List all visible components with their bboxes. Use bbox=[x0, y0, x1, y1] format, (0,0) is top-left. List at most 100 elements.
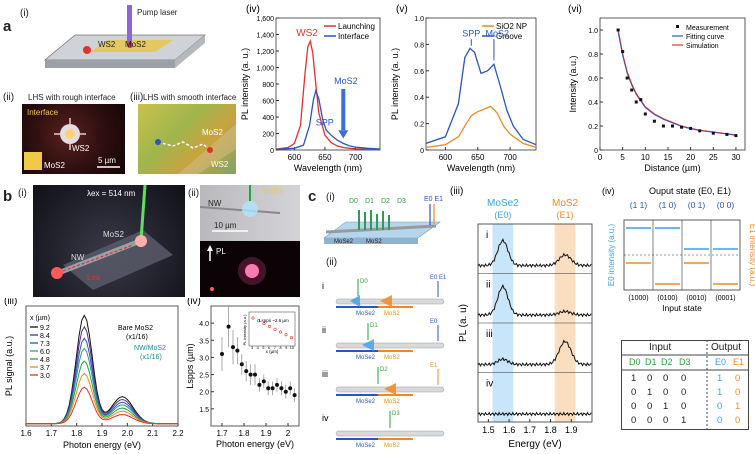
y-tick-label: 1.0 bbox=[588, 28, 598, 35]
x-tick-label: 1.7 bbox=[216, 429, 228, 438]
inset-point bbox=[279, 330, 283, 334]
inset-point bbox=[290, 336, 294, 340]
pl-spectrum bbox=[477, 238, 592, 268]
panel-a-i-schematic bbox=[43, 5, 207, 68]
annotation-arrowhead bbox=[338, 130, 349, 139]
chart-a-vi: 0 5 10 15 20 25 30 0 0.2 0.4 0.6 0.8 1.0 Distance (µm… bbox=[568, 4, 746, 173]
inset-xlabel: x (µm) bbox=[266, 349, 279, 354]
y-tick-label: 1.5 bbox=[199, 407, 209, 414]
x-axis-label: Distance (µm) bbox=[644, 163, 700, 173]
x-axis-label: Photon energy (eV) bbox=[216, 439, 294, 449]
row-label: ii bbox=[486, 280, 490, 291]
state-label: (0 0) bbox=[717, 200, 735, 210]
measurement-point bbox=[671, 124, 674, 128]
x-tick-label: 700 bbox=[503, 153, 517, 162]
x-tick-label: 650 bbox=[318, 153, 332, 162]
y-tick-label: 4.0 bbox=[199, 321, 209, 328]
panel-c-ii-label: (ii) bbox=[326, 257, 338, 268]
truth-table-col-head: D2 bbox=[661, 357, 673, 367]
a-ii-ws2-label: WS2 bbox=[72, 144, 90, 153]
c-i-d2: D2 bbox=[381, 198, 390, 205]
y-tick-label: 0.6 bbox=[414, 69, 424, 76]
y-tick-label: 1.0 bbox=[414, 16, 424, 23]
c-ii-mos2-label: MoS2 bbox=[384, 311, 400, 317]
y-tick-label: 0.8 bbox=[588, 52, 598, 59]
c-ii-schematic: i MoSe2 MoS2 D0 E0 E1 ii MoSe2 MoS2 D1 E0 iii MoSe2… bbox=[322, 275, 447, 449]
x-tick-label: 650 bbox=[471, 153, 485, 162]
chart-b-iv: 1.7 1.8 1.9 2 1.5 2.0 2.5 3.0 3.5 4.0 Photon energ… bbox=[185, 298, 300, 449]
truth-table-cell: 0 bbox=[631, 401, 637, 412]
b-ii-pl-image: PL bbox=[200, 241, 300, 297]
inset-ylabel: PL intensity (a.u.) bbox=[242, 314, 247, 346]
data-point bbox=[226, 324, 231, 329]
x-tick-label: 30 bbox=[731, 153, 740, 162]
truth-table-cell: 0 bbox=[631, 415, 637, 426]
input-label: (0010) bbox=[686, 295, 706, 302]
truth-table-cell: 1 bbox=[681, 415, 687, 426]
x-tick-label: 5 bbox=[620, 153, 625, 162]
x-tick-label: 2.1 bbox=[147, 429, 159, 438]
x-tick-label: 1.9 bbox=[260, 429, 272, 438]
annotation-spp: SPP bbox=[316, 117, 334, 127]
panel-sublabel: (vi) bbox=[568, 4, 582, 15]
truth-table-cell: 0 bbox=[717, 415, 723, 426]
chart-title: Ouput state (E0, E1) bbox=[649, 186, 731, 196]
series-line bbox=[425, 47, 537, 146]
truth-table-input-head: Input bbox=[649, 342, 672, 353]
y-tick-label: 0 bbox=[420, 148, 424, 155]
x-tick-label: 25 bbox=[709, 153, 718, 162]
series-line-interface bbox=[275, 88, 381, 150]
c-ii-mos2-label: MoS2 bbox=[384, 399, 400, 405]
b-ii-scale-label: 10 µm bbox=[214, 221, 237, 230]
annotation-nw-scale: (x1/16) bbox=[140, 354, 162, 361]
legend-label: 3.7 bbox=[40, 365, 50, 372]
b-i-lambda-label: λex = 514 nm bbox=[87, 189, 136, 198]
emission-spot bbox=[83, 46, 91, 54]
data-point bbox=[231, 345, 235, 350]
y-axis-label: PL signal (a.u.) bbox=[4, 336, 14, 396]
b-ii-optical-image: NW MoS2 10 µm bbox=[200, 185, 300, 241]
c-ii-row-label: i bbox=[322, 281, 324, 291]
truth-table-cell: 0 bbox=[735, 415, 741, 426]
emission-cone bbox=[384, 383, 396, 395]
inset-point bbox=[257, 319, 261, 323]
legend-label: Measurement bbox=[686, 25, 729, 32]
a-ii-micrograph: Interface WS2 MoS2 5 µm bbox=[22, 104, 125, 174]
panel-b-i-label: (i) bbox=[18, 188, 27, 199]
x-tick-label: 1.8 bbox=[71, 429, 83, 438]
x-tick-label: 1.6 bbox=[20, 429, 32, 438]
state-label: (0 1) bbox=[688, 200, 706, 210]
pl-spectrum bbox=[477, 339, 592, 367]
a-ii-title: LHS with rough interface bbox=[28, 93, 116, 102]
y-tick-label: 200 bbox=[262, 132, 274, 139]
annotation-mos2: MoS2 bbox=[334, 76, 358, 86]
row-label: iv bbox=[486, 379, 493, 390]
a-iii-title: LHS with smooth interface bbox=[143, 93, 237, 102]
measurement-point bbox=[725, 132, 729, 136]
c-ii-mose2-label: MoSe2 bbox=[356, 399, 376, 405]
truth-table-cell: 1 bbox=[717, 373, 723, 384]
data-point bbox=[270, 386, 275, 391]
panel-sublabel: (iii) bbox=[4, 298, 17, 307]
legend-label: Fitting curve bbox=[686, 34, 724, 41]
inset-xtick: 7 bbox=[274, 346, 276, 350]
inset-frame bbox=[248, 311, 296, 347]
annotation-mos2: MoS2 bbox=[486, 28, 510, 38]
measurement-point bbox=[661, 124, 665, 128]
legend-label: 6.0 bbox=[40, 349, 50, 356]
c-ii-mose2-label: MoSe2 bbox=[356, 443, 376, 449]
panel-c-letter: c bbox=[308, 188, 317, 205]
input-label: (0100) bbox=[657, 295, 677, 302]
truth-table-cell: 0 bbox=[681, 373, 687, 384]
truth-table-cell: 1 bbox=[647, 387, 653, 398]
legend-label: Launching bbox=[338, 22, 375, 31]
inset-xtick: 3 bbox=[251, 346, 253, 350]
b-i-nw-label: NW bbox=[71, 253, 85, 262]
c-ii-d-label: D1 bbox=[370, 323, 378, 329]
x-tick-label: 1.7 bbox=[524, 425, 537, 435]
nanowire bbox=[335, 430, 445, 437]
x-tick-label: 700 bbox=[349, 153, 363, 162]
legend-label: 4.8 bbox=[40, 357, 50, 364]
truth-table-col-head: D1 bbox=[645, 357, 657, 367]
truth-table-cell: 1 bbox=[663, 401, 669, 412]
